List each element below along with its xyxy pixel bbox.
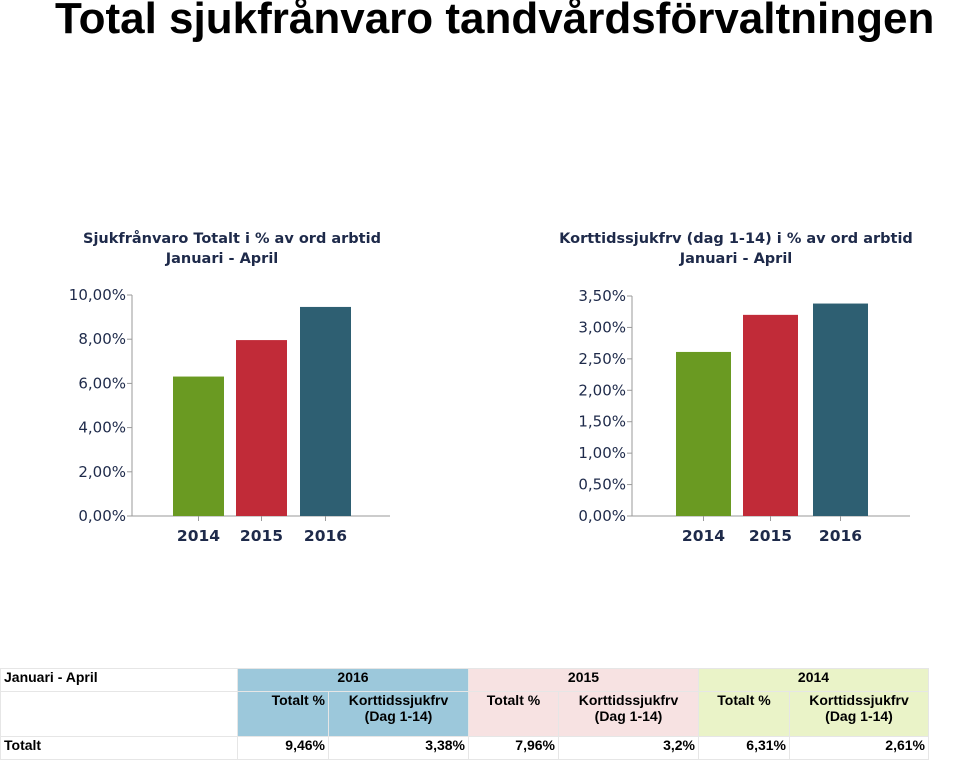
chart-subtitle: Januari - April	[165, 251, 279, 267]
col-kort-2014: Korttidssjukfrv (Dag 1-14)	[789, 691, 929, 737]
y-tick-label: 10,00%	[69, 286, 126, 304]
row-label-totalt: Totalt	[0, 736, 238, 760]
chart-title: Korttidssjukfrv (dag 1-14) i % av ord ar…	[559, 231, 913, 247]
y-tick-label: 3,00%	[578, 318, 626, 336]
value-kort-2016: 3,38%	[328, 736, 469, 760]
y-tick-label: 2,00%	[78, 463, 126, 481]
value-kort-2014: 2,61%	[789, 736, 929, 760]
bar-2014	[676, 351, 731, 516]
sick-leave-table: Januari - April 2016 2015 2014 Totalt % …	[0, 668, 929, 760]
value-kort-2015: 3,2%	[558, 736, 699, 760]
bar-2016	[300, 306, 351, 516]
y-tick-label: 1,50%	[578, 413, 626, 431]
y-tick-label: 0,00%	[78, 507, 126, 525]
value-totalt-2014: 6,31%	[698, 736, 790, 760]
y-tick-label: 4,00%	[78, 419, 126, 437]
col-kort-2016: Korttidssjukfrv (Dag 1-14)	[328, 691, 469, 737]
y-tick-label: 2,00%	[578, 381, 626, 399]
col-totalt-2016: Totalt %	[237, 691, 329, 737]
chart-total-svg: Sjukfrånvaro Totalt i % av ord arbtid Ja…	[69, 230, 390, 545]
x-tick-label: 2016	[304, 527, 347, 545]
x-tick-label: 2015	[749, 527, 792, 545]
chart-short-term-sick-leave: Korttidssjukfrv (dag 1-14) i % av ord ar…	[556, 222, 921, 552]
chart-title: Sjukfrånvaro Totalt i % av ord arbtid	[83, 230, 381, 247]
value-totalt-2015: 7,96%	[468, 736, 559, 760]
y-tick-label: 8,00%	[78, 330, 126, 348]
empty-cell	[0, 691, 238, 737]
x-tick-label: 2016	[819, 527, 862, 545]
year-header-2014: 2014	[698, 668, 929, 692]
x-tick-label: 2014	[177, 527, 220, 545]
value-totalt-2016: 9,46%	[237, 736, 329, 760]
chart-subtitle: Januari - April	[679, 251, 793, 267]
y-tick-label: 0,00%	[578, 507, 626, 525]
col-totalt-2014: Totalt %	[698, 691, 790, 737]
bar-2015	[236, 340, 287, 516]
year-header-2016: 2016	[237, 668, 469, 692]
bar-2014	[173, 376, 224, 516]
x-tick-label: 2015	[240, 527, 283, 545]
period-label: Januari - April	[0, 668, 238, 692]
y-tick-label: 6,00%	[78, 374, 126, 392]
chart-total-sick-leave: Sjukfrånvaro Totalt i % av ord arbtid Ja…	[60, 222, 405, 552]
x-tick-label: 2014	[682, 527, 725, 545]
bar-2016	[813, 303, 868, 516]
y-tick-label: 1,00%	[578, 444, 626, 462]
y-tick-label: 3,50%	[578, 287, 626, 305]
year-header-2015: 2015	[468, 668, 699, 692]
col-kort-2015: Korttidssjukfrv (Dag 1-14)	[558, 691, 699, 737]
page-title: Total sjukfrånvaro tandvårdsförvaltninge…	[55, 0, 935, 43]
chart-short-svg: Korttidssjukfrv (dag 1-14) i % av ord ar…	[559, 231, 913, 545]
y-tick-label: 2,50%	[578, 350, 626, 368]
bar-2015	[743, 314, 798, 516]
y-tick-label: 0,50%	[578, 476, 626, 494]
col-totalt-2015: Totalt %	[468, 691, 559, 737]
